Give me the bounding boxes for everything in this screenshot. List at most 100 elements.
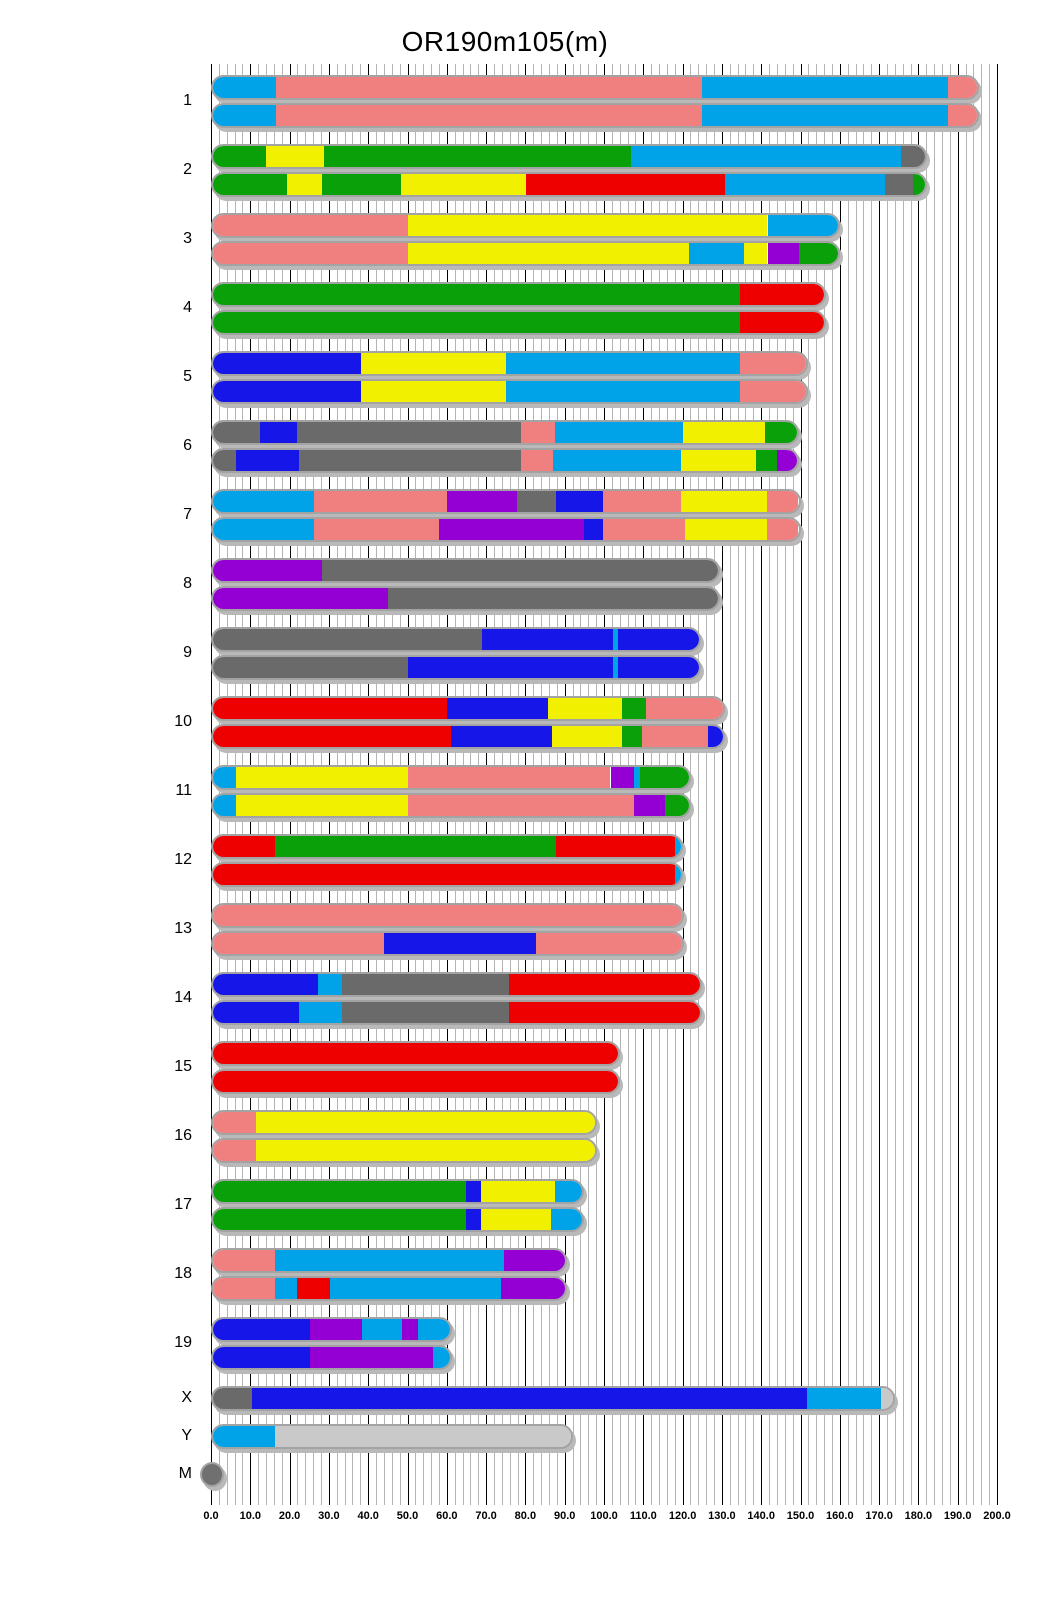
gridline-minor	[831, 64, 833, 1505]
gridline-minor	[847, 64, 849, 1505]
chromosome-label: 5	[183, 368, 192, 385]
axis-tick-label: 180.0	[904, 1510, 933, 1522]
segment-sa	[213, 215, 409, 236]
haplotype-bar-19-1	[211, 1317, 452, 1342]
segment-gr	[639, 767, 689, 788]
segment-bl	[618, 629, 699, 650]
segment-bl	[213, 1319, 310, 1340]
haplotype-bar-12-1	[211, 834, 683, 859]
segment-gr	[213, 1181, 466, 1202]
segment-gr	[275, 836, 556, 857]
haplotype-bar-13-2	[211, 931, 685, 956]
haplotype-bar-1-1	[211, 75, 980, 100]
segment-sa	[213, 933, 385, 954]
segment-pu	[439, 519, 584, 540]
segment-bl	[213, 1347, 310, 1368]
gridline-minor	[690, 64, 692, 1505]
segment-re	[525, 174, 725, 195]
haplotype-bar-17-1	[211, 1179, 585, 1204]
segment-si	[881, 1388, 893, 1409]
gridline-minor	[729, 64, 731, 1505]
segment-gr	[213, 174, 288, 195]
gridline-minor	[698, 64, 700, 1505]
segment-lb	[433, 1347, 450, 1368]
chromosome-label: 14	[174, 989, 192, 1006]
haplotype-bar-6-1	[211, 420, 799, 445]
segment-sa	[213, 243, 409, 264]
segment-lb	[361, 1319, 403, 1340]
segment-sa	[213, 1112, 256, 1133]
haplotype-bar-14-2	[211, 1000, 702, 1025]
segment-lb	[213, 767, 237, 788]
segment-pu	[309, 1319, 362, 1340]
axis-tick-label: 140.0	[747, 1510, 775, 1522]
segment-gy	[213, 422, 260, 443]
haplotype-bar-13-1	[211, 903, 685, 928]
chromosome-label: 11	[175, 782, 192, 799]
chart-title: OR190m105(m)	[401, 26, 609, 57]
segment-sa	[521, 422, 555, 443]
segment-ye	[681, 450, 756, 471]
gridline-minor	[894, 64, 896, 1505]
haplotype-bar-14-1	[211, 972, 702, 997]
segment-lb	[701, 105, 948, 126]
segment-sa	[739, 353, 806, 374]
haplotype-bar-15-2	[211, 1069, 620, 1094]
segment-ye	[236, 795, 408, 816]
segment-pu	[213, 588, 389, 609]
segment-bl	[384, 933, 537, 954]
gridline-minor	[769, 64, 771, 1505]
haplotype-bar-10-2	[211, 724, 725, 749]
segment-bl	[583, 519, 604, 540]
haplotype-bar-2-1	[211, 144, 927, 169]
axis-tick-label: 60.0	[436, 1510, 458, 1522]
segment-ye	[255, 1112, 595, 1133]
segment-lb	[213, 1426, 276, 1447]
gridline-major	[761, 64, 763, 1505]
segment-lb	[674, 864, 681, 885]
axis-tick-label: 30.0	[318, 1510, 340, 1522]
gridline-minor	[871, 64, 873, 1505]
axis-tick-label: 200.0	[983, 1510, 1011, 1522]
gridline-minor	[934, 64, 936, 1505]
chromosome-label: 6	[183, 437, 192, 454]
segment-lb	[701, 77, 948, 98]
gridline-minor	[910, 64, 912, 1505]
segment-gr	[322, 174, 401, 195]
chromosome-label: 10	[174, 713, 192, 730]
segment-sa	[947, 105, 978, 126]
axis-tick-label: 0.0	[203, 1510, 219, 1522]
segment-sa	[739, 381, 806, 402]
segment-ye	[361, 353, 506, 374]
segment-re	[213, 864, 675, 885]
gridline-minor	[737, 64, 739, 1505]
segment-bl	[446, 698, 549, 719]
segment-ye	[548, 698, 623, 719]
segment-ye	[481, 1209, 552, 1230]
axis-tick-label: 50.0	[396, 1510, 419, 1522]
gridline-major	[918, 64, 920, 1505]
segment-sa	[645, 698, 723, 719]
segment-gy	[322, 560, 718, 581]
segment-sa	[314, 491, 448, 512]
segment-gr	[213, 312, 741, 333]
segment-pu	[633, 795, 666, 816]
segment-lb	[555, 1181, 583, 1202]
segment-gr	[213, 284, 741, 305]
gridline-minor	[816, 64, 818, 1505]
segment-bl	[450, 726, 553, 747]
haplotype-bar-7-1	[211, 489, 801, 514]
segment-bl	[213, 1002, 299, 1023]
chromosome-label: 3	[183, 230, 192, 247]
mitochondria-dot	[200, 1462, 224, 1487]
chromosome-label: 15	[174, 1058, 192, 1075]
chromosome-label: 13	[174, 920, 192, 937]
gridline-major	[800, 64, 802, 1505]
segment-ye	[361, 381, 506, 402]
segment-ye	[408, 215, 768, 236]
segment-lb	[213, 105, 276, 126]
haplotype-bar-X-1	[211, 1386, 895, 1411]
segment-sa	[314, 519, 440, 540]
segment-ye	[744, 243, 768, 264]
gridline-major	[721, 64, 723, 1505]
